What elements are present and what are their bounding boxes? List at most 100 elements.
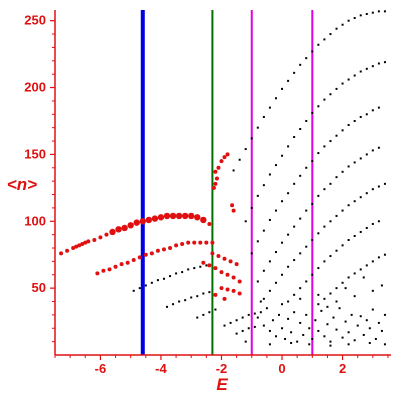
black-point — [293, 71, 296, 74]
black-point — [262, 229, 265, 232]
black-point — [232, 169, 235, 172]
black-point — [268, 173, 271, 176]
black-point — [317, 105, 320, 108]
black-point — [383, 313, 386, 316]
black-point — [365, 319, 368, 322]
black-point — [299, 252, 302, 255]
black-point — [365, 264, 368, 267]
red-point — [204, 240, 209, 245]
black-point — [341, 129, 344, 132]
black-point — [338, 307, 341, 310]
black-point — [138, 287, 141, 290]
black-point — [317, 194, 320, 197]
black-point — [335, 300, 338, 303]
y-tick-label: 100 — [24, 213, 46, 228]
black-point — [320, 309, 323, 312]
y-axis-title: <n> — [7, 175, 37, 194]
black-point — [274, 335, 277, 338]
black-point — [271, 319, 274, 322]
black-point — [341, 82, 344, 85]
black-point — [365, 13, 368, 16]
black-point — [383, 61, 386, 64]
black-point — [287, 145, 290, 148]
red-point — [157, 214, 165, 221]
y-tick-label: 150 — [24, 146, 46, 161]
black-point — [308, 343, 311, 346]
black-point — [323, 260, 326, 263]
black-point — [371, 308, 374, 311]
black-point — [371, 222, 374, 225]
black-point — [377, 321, 380, 324]
red-point — [207, 221, 212, 226]
red-point — [113, 264, 118, 269]
black-point — [317, 232, 320, 235]
black-point — [281, 87, 284, 90]
black-point — [353, 161, 356, 164]
red-point — [213, 169, 218, 174]
red-point — [219, 159, 224, 164]
black-point — [347, 331, 350, 334]
black-point — [368, 327, 371, 330]
black-point — [335, 87, 338, 90]
black-point — [323, 335, 326, 338]
black-point — [178, 300, 181, 303]
red-point — [225, 152, 230, 157]
black-point — [377, 106, 380, 109]
red-point — [137, 255, 142, 260]
black-point — [371, 260, 374, 263]
black-point — [341, 281, 344, 284]
black-point — [281, 154, 284, 157]
black-point — [156, 279, 159, 282]
black-point — [374, 337, 377, 340]
red-point — [192, 240, 197, 245]
black-point — [299, 174, 302, 177]
black-point — [341, 209, 344, 212]
black-point — [317, 43, 320, 46]
black-point — [253, 312, 256, 315]
red-point — [95, 271, 100, 276]
black-point — [290, 341, 293, 344]
black-point — [335, 27, 338, 30]
red-points — [59, 152, 242, 301]
red-point — [225, 287, 230, 292]
black-point — [380, 329, 383, 332]
black-point — [281, 200, 284, 203]
black-point — [196, 295, 199, 298]
red-point — [234, 262, 239, 267]
black-point — [253, 325, 256, 328]
red-point — [188, 212, 195, 220]
black-point — [284, 337, 287, 340]
black-point — [353, 234, 356, 237]
black-point — [317, 329, 320, 332]
black-point — [305, 313, 308, 316]
black-point — [268, 106, 271, 109]
red-point — [225, 272, 230, 277]
black-point — [196, 316, 199, 319]
black-point — [205, 264, 208, 267]
red-point — [151, 215, 159, 222]
black-point — [274, 97, 277, 100]
black-point — [223, 324, 226, 327]
black-point — [365, 192, 368, 195]
black-point — [353, 74, 356, 77]
black-point — [235, 319, 238, 322]
black-point — [359, 70, 362, 73]
red-point — [143, 252, 148, 257]
red-point — [186, 240, 191, 245]
black-point — [250, 252, 253, 255]
black-point — [353, 272, 356, 275]
black-point — [214, 308, 217, 311]
black-point — [359, 196, 362, 199]
black-point — [305, 119, 308, 122]
red-point — [101, 268, 106, 273]
black-point — [293, 136, 296, 139]
black-point — [287, 300, 290, 303]
black-point — [296, 340, 299, 343]
black-point — [311, 273, 314, 276]
black-point — [299, 287, 302, 290]
black-point — [329, 255, 332, 258]
black-point — [265, 307, 268, 310]
red-point — [216, 254, 221, 259]
black-point — [317, 267, 320, 270]
